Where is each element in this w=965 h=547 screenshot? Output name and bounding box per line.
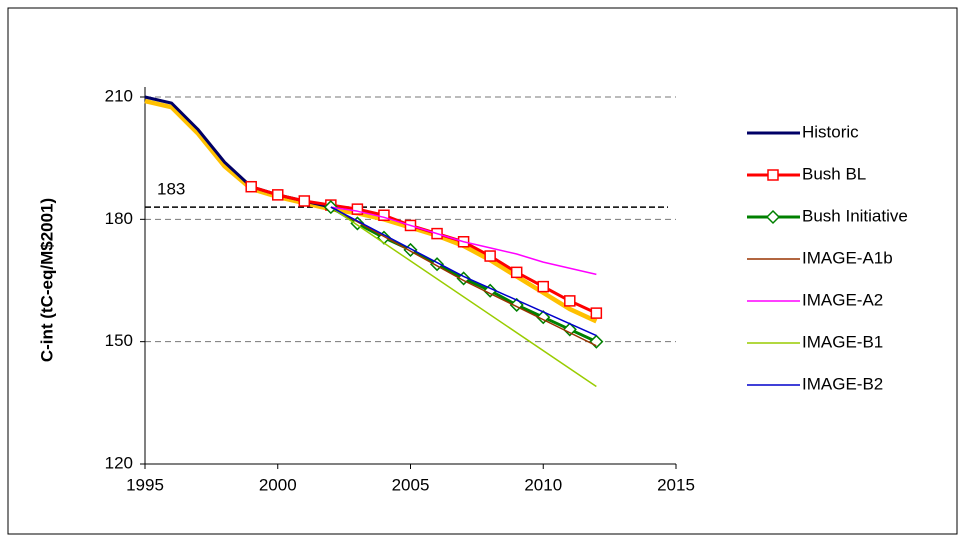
- data-point: [536, 310, 551, 325]
- legend-label: IMAGE-A2: [802, 290, 883, 309]
- legend-label: IMAGE-B2: [802, 374, 883, 393]
- data-point: [562, 322, 577, 337]
- series-line: [330, 206, 597, 337]
- series-line: [330, 206, 597, 347]
- legend-label: Bush Initiative: [802, 206, 908, 225]
- data-point: [483, 283, 498, 298]
- y-tick-label: 120: [105, 453, 133, 472]
- series-line: [144, 98, 598, 324]
- data-point: [589, 334, 604, 349]
- legend-label: IMAGE-A1b: [802, 248, 893, 267]
- data-point: [564, 295, 576, 307]
- y-tick-label: 150: [105, 331, 133, 350]
- x-tick-label: 2010: [524, 475, 562, 494]
- x-tick-label: 2015: [657, 475, 695, 494]
- data-point: [298, 195, 311, 207]
- legend-marker: [765, 209, 781, 225]
- data-point: [272, 189, 284, 201]
- y-tick-label: 210: [105, 86, 133, 105]
- legend-label: Bush BL: [802, 164, 866, 183]
- data-point: [245, 180, 257, 193]
- y-tick-label: 180: [105, 209, 133, 228]
- x-tick-label: 2005: [392, 475, 430, 494]
- chart-frame: [7, 7, 958, 535]
- legend-label: Historic: [802, 122, 859, 141]
- legend-marker: [767, 169, 779, 181]
- reference-label: 183: [157, 180, 185, 199]
- x-tick-label: 2000: [259, 475, 297, 494]
- data-point: [537, 280, 549, 293]
- data-point: [590, 307, 603, 319]
- x-tick-label: 1995: [126, 475, 164, 494]
- data-point: [484, 250, 496, 262]
- series-line: [330, 206, 597, 388]
- data-point: [510, 266, 523, 279]
- legend-label: IMAGE-B1: [802, 332, 883, 351]
- data-point: [378, 209, 390, 222]
- data-point: [351, 203, 364, 215]
- y-axis-label: C-int (tC-eq/M$2001): [37, 198, 56, 362]
- series-line: [330, 206, 597, 276]
